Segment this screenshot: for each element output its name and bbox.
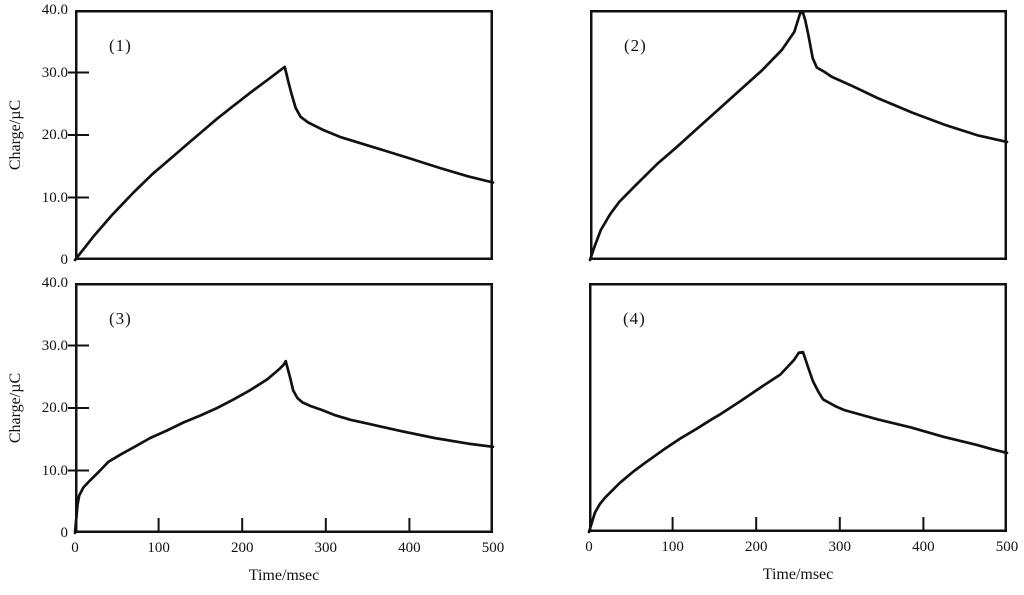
plot-border	[75, 10, 493, 260]
panel-label-3: (3)	[109, 309, 132, 328]
y-tick-label: 0	[60, 252, 69, 268]
y-tick-label: 30.0	[41, 64, 68, 81]
y-axis-title-3: Charge/µC	[7, 372, 24, 444]
panel-label-2: (2)	[624, 36, 647, 55]
x-tick-label: 500	[481, 540, 505, 556]
y-tick-label: 0	[60, 525, 69, 541]
x-tick-label: 0	[585, 539, 593, 555]
plot-border	[589, 283, 1007, 532]
panel-2: (2)	[588, 10, 1009, 262]
charge-curve	[588, 10, 1009, 262]
y-tick-label: 10.0	[41, 462, 68, 479]
x-tick-label: 300	[314, 540, 338, 556]
y-tick-label: 10.0	[41, 189, 68, 206]
y-tick-label: 20.0	[41, 400, 68, 416]
panel-label-1: (1)	[109, 36, 132, 55]
x-tick-label: 0	[71, 540, 79, 556]
charge-vs-time-plot-1	[68, 10, 495, 262]
charge-curve	[73, 359, 495, 535]
x-tick-label: 100	[661, 539, 684, 555]
charge-vs-time-plot-3	[68, 283, 495, 535]
charge-vs-time-plot-2	[588, 10, 1009, 262]
x-tick-label: 100	[147, 540, 170, 556]
charge-curve	[73, 65, 495, 262]
plot-border	[590, 10, 1007, 260]
x-tick-label: 400	[912, 539, 935, 555]
panel-1: (1) Charge/µC 0 10.0 20.0 30.0 40.0	[7, 2, 495, 268]
plot-border	[75, 283, 493, 533]
x-tick-label: 400	[398, 540, 421, 556]
x-tick-label: 300	[828, 539, 852, 555]
x-tick-label: 500	[995, 539, 1019, 555]
y-tick-label: 40.0	[41, 2, 68, 18]
charge-curve	[587, 350, 1009, 534]
x-axis-title-3: Time/msec	[248, 567, 320, 584]
panel-3: (3) Charge/µC Time/msec 0 10.0 20.0 30.0 40.…	[7, 275, 504, 584]
y-tick-label: 20.0	[41, 127, 68, 143]
y-tick-label: 40.0	[41, 275, 68, 291]
x-tick-label: 200	[230, 540, 254, 556]
y-tick-label: 30.0	[41, 337, 68, 354]
x-axis-title-4: Time/msec	[762, 566, 834, 583]
charge-vs-time-plot-4	[587, 283, 1009, 534]
x-tick-label: 200	[744, 539, 768, 555]
y-axis-title-1: Charge/µC	[7, 99, 24, 171]
panel-4: (4) Time/msec 0 100 200 300 400 500	[585, 283, 1018, 583]
panel-label-4: (4)	[623, 309, 646, 328]
